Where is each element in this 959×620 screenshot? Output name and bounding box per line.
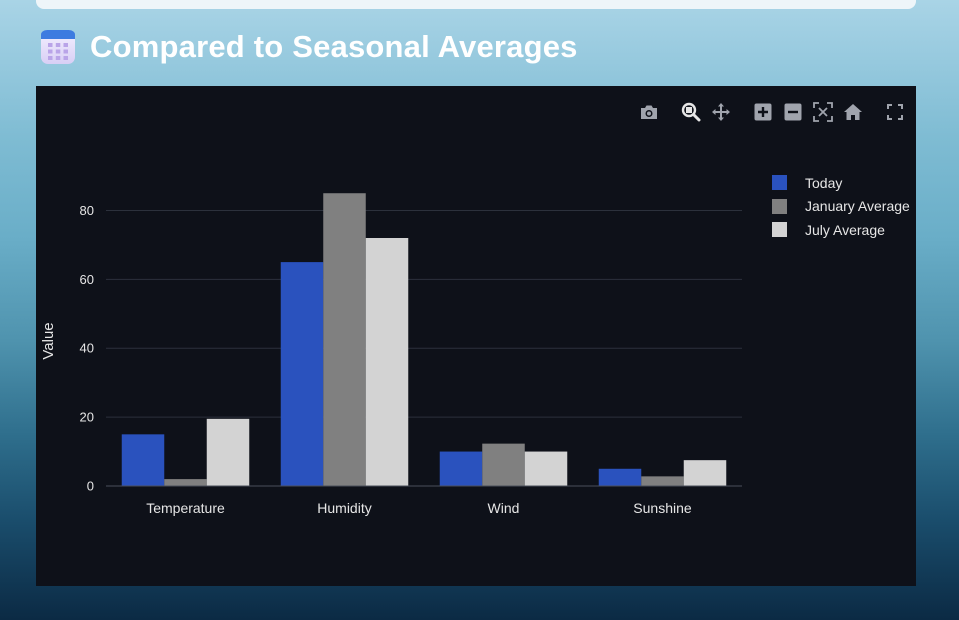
x-tick-label: Sunshine <box>633 500 692 516</box>
page-title: Compared to Seasonal Averages <box>90 29 578 64</box>
zoom-out-button[interactable] <box>782 101 804 123</box>
calendar-icon <box>41 30 75 64</box>
fullscreen-button[interactable] <box>884 101 906 123</box>
chart-toolbar <box>630 100 906 124</box>
top-container <box>36 0 916 9</box>
y-tick-label: 0 <box>87 479 94 494</box>
x-tick-label: Wind <box>488 500 520 516</box>
bar <box>439 451 483 486</box>
bar <box>365 238 409 486</box>
chart-legend: Today January Average July Average <box>772 171 910 242</box>
zoom-in-icon <box>754 103 772 121</box>
bar <box>482 443 525 486</box>
bar <box>524 451 568 486</box>
legend-label: July Average <box>805 221 885 238</box>
x-tick-label: Humidity <box>317 500 371 516</box>
home-icon <box>844 104 862 120</box>
y-tick-label: 80 <box>80 203 94 218</box>
legend-item-today[interactable]: Today <box>772 171 910 195</box>
y-tick-label: 20 <box>80 410 94 425</box>
y-axis-label: Value <box>40 322 57 359</box>
legend-item-july-average[interactable]: July Average <box>772 218 910 242</box>
autoscale-button[interactable] <box>812 101 834 123</box>
legend-label: January Average <box>805 198 910 215</box>
bar <box>280 262 324 486</box>
home-button[interactable] <box>842 101 864 123</box>
autoscale-icon <box>813 102 833 122</box>
legend-swatch <box>772 222 787 238</box>
chart-panel: 0 20 40 60 80 Temperature Humidity Wind Sunshine… <box>36 86 916 586</box>
fullscreen-icon <box>887 104 903 120</box>
y-tick-label: 40 <box>80 341 94 356</box>
pan-icon <box>712 103 730 121</box>
bar <box>164 479 207 486</box>
pan-button[interactable] <box>710 101 732 123</box>
legend-swatch <box>772 175 787 191</box>
x-tick-label: Temperature <box>146 500 225 516</box>
y-tick-label: 60 <box>80 272 94 287</box>
zoom-in-button[interactable] <box>752 101 774 123</box>
bar <box>683 460 727 486</box>
legend-label: Today <box>805 174 843 191</box>
bar <box>206 418 250 486</box>
bar <box>641 476 684 486</box>
bar <box>323 193 366 486</box>
legend-item-january-average[interactable]: January Average <box>772 195 910 219</box>
zoom-out-icon <box>784 103 802 121</box>
zoom-button[interactable] <box>680 101 702 123</box>
camera-icon <box>641 105 657 119</box>
zoom-icon <box>681 102 701 122</box>
camera-button[interactable] <box>638 101 660 123</box>
bar <box>121 434 165 486</box>
section-header: Compared to Seasonal Averages <box>40 26 578 68</box>
bar <box>598 468 642 486</box>
bar-chart: 0 20 40 60 80 Temperature Humidity Wind Sunshine… <box>40 193 742 516</box>
legend-swatch <box>772 198 787 214</box>
